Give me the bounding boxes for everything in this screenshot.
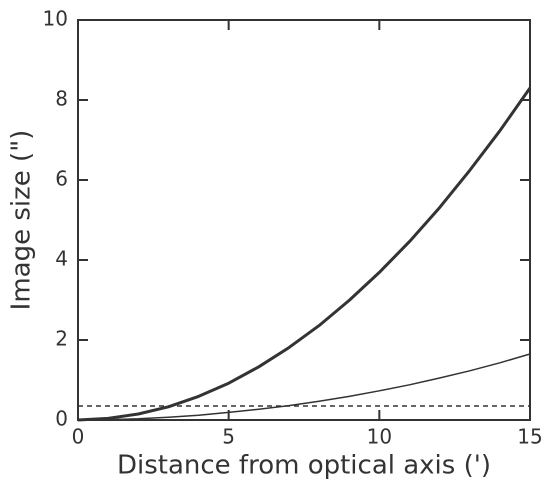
- x-tick-label: 5: [222, 425, 235, 449]
- data-line: [77, 87, 532, 422]
- y-tick-label: 10: [43, 7, 68, 31]
- y-tick-label: 2: [55, 327, 68, 351]
- y-tick-label: 6: [55, 167, 68, 191]
- plot-frame: [77, 19, 531, 421]
- y-tick-label: 0: [55, 407, 68, 431]
- y-tick-label: 8: [55, 87, 68, 111]
- x-tick-label: 0: [72, 425, 85, 449]
- x-tick-label: 10: [367, 425, 392, 449]
- y-axis-label: Image size ("): [7, 130, 37, 311]
- data-line: [77, 353, 531, 421]
- x-tick-label: 15: [517, 425, 542, 449]
- x-axis-label: Distance from optical axis ('): [117, 451, 491, 481]
- y-tick-label: 4: [55, 247, 68, 271]
